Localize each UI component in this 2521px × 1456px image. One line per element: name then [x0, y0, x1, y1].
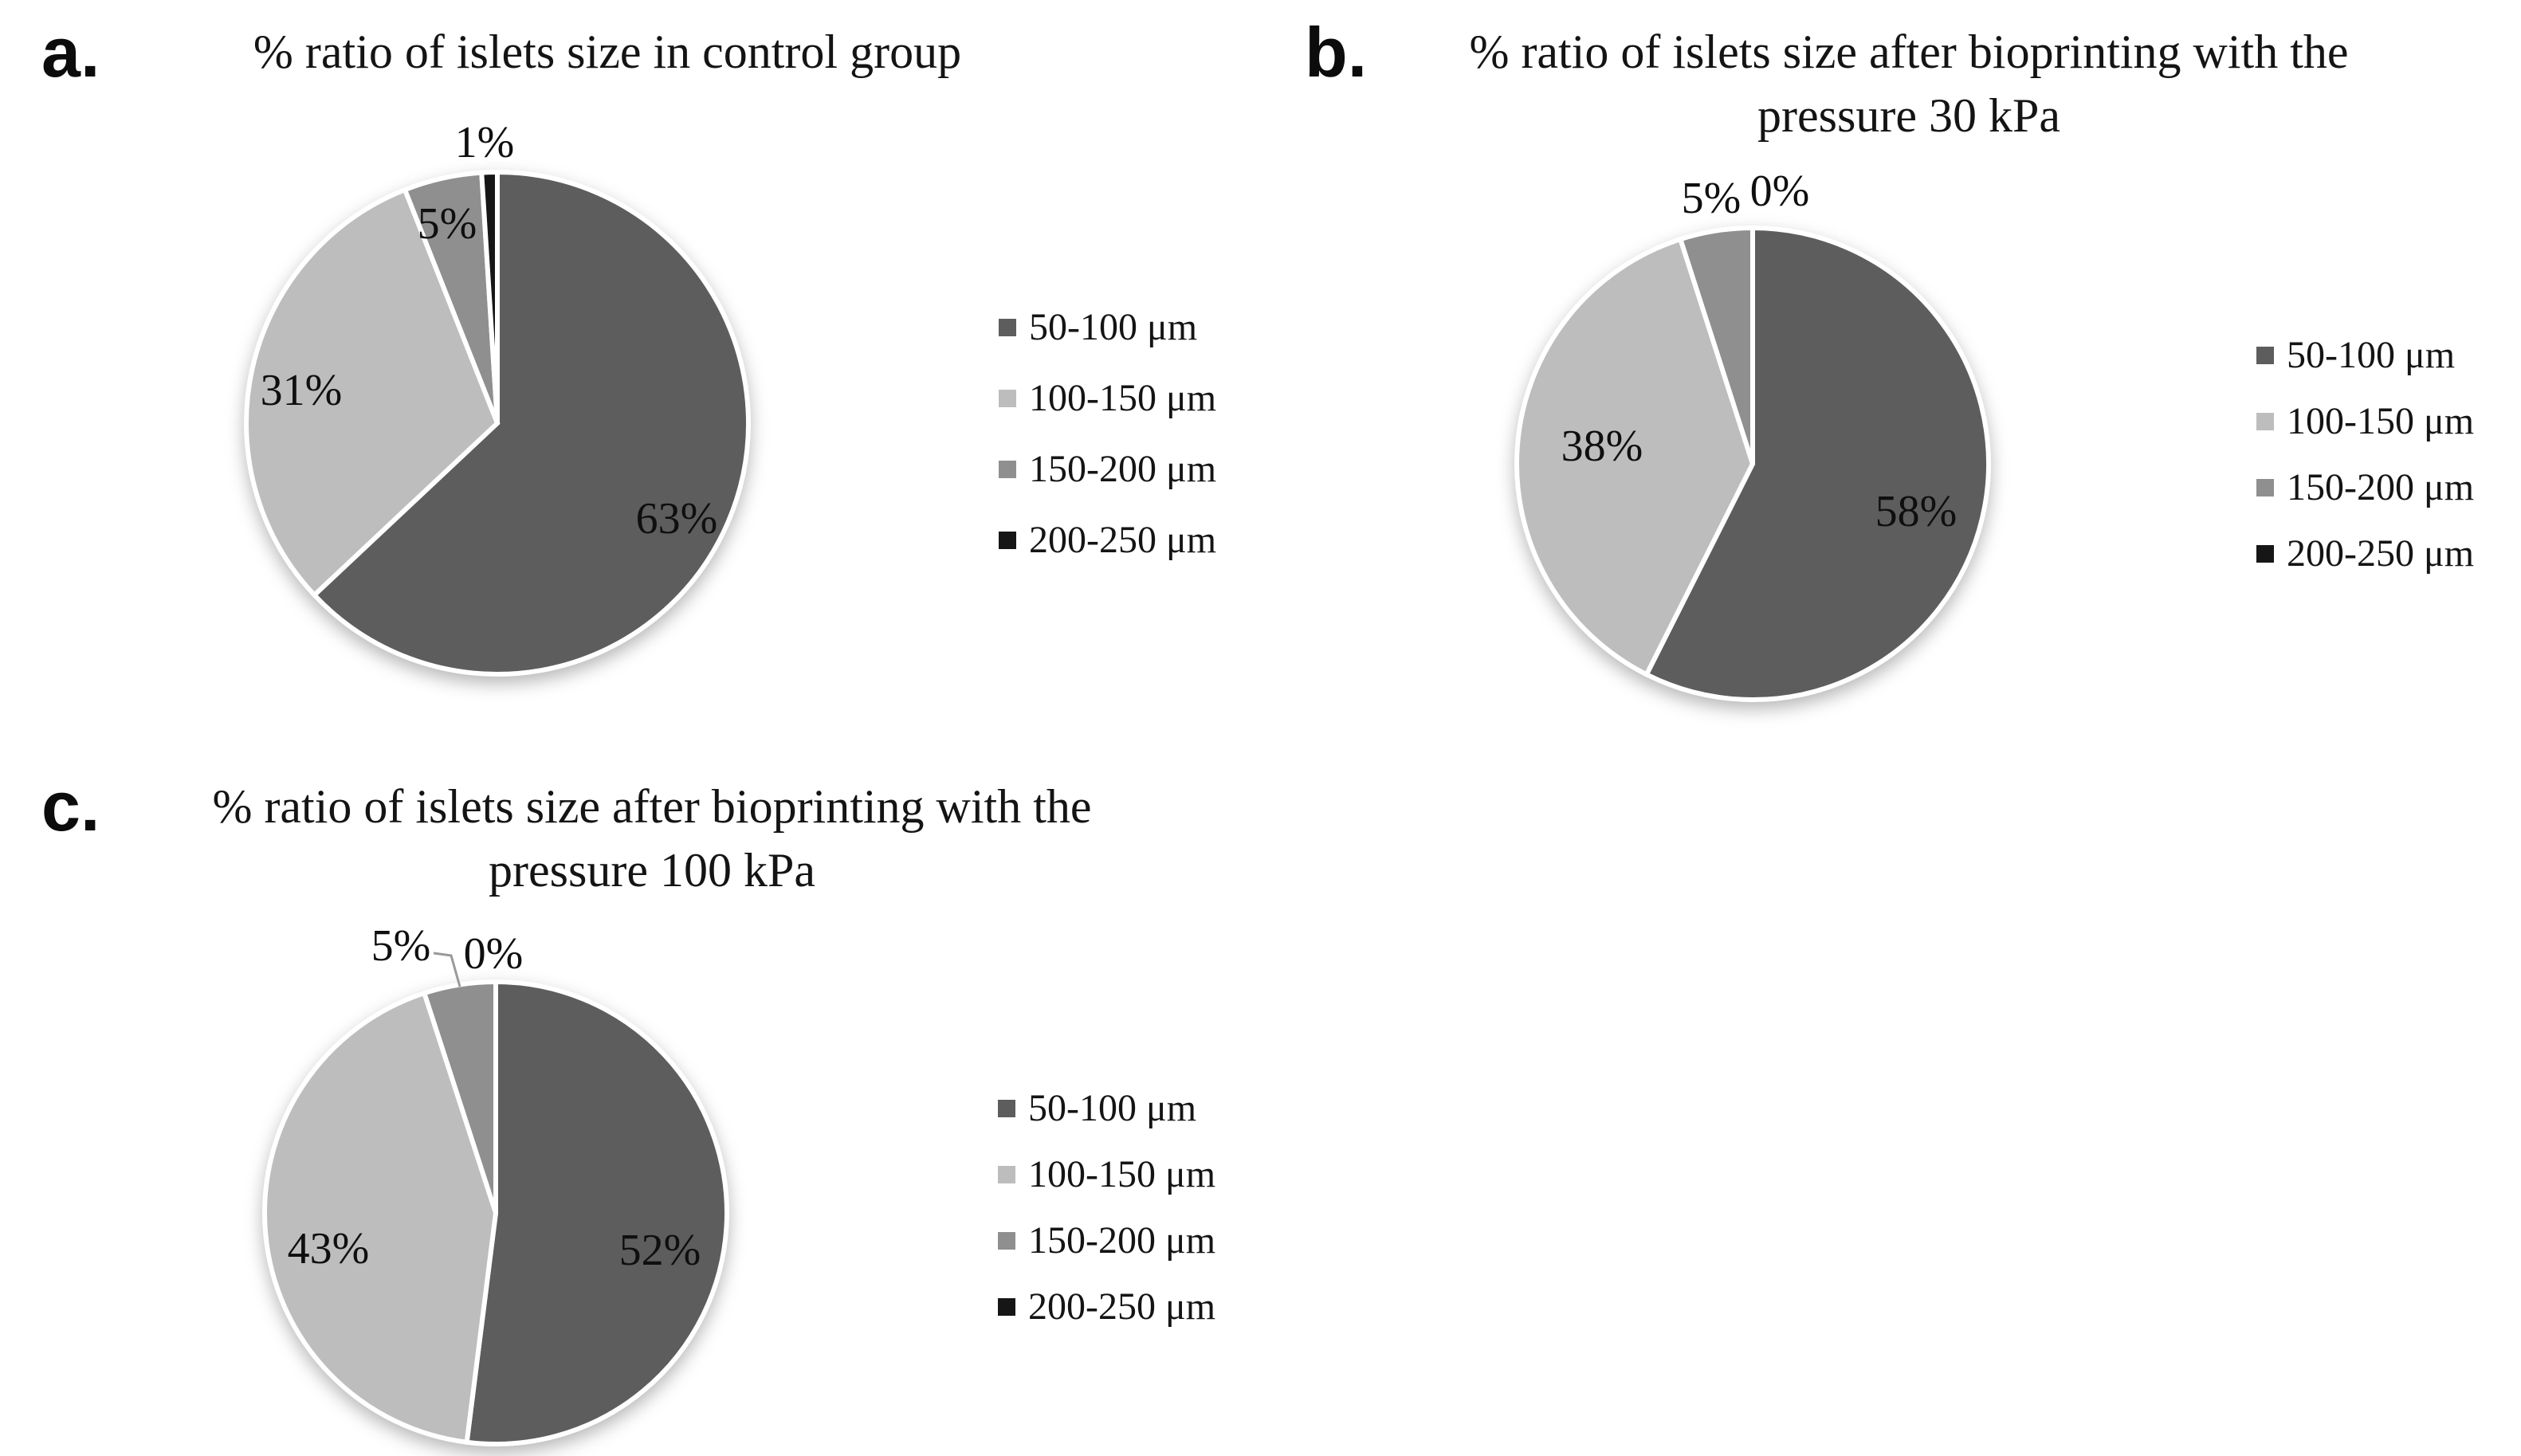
legend-marker-icon-b-2 [2256, 478, 2274, 496]
slice-label-b-100-150 μm: 38% [1561, 422, 1643, 471]
legend-marker-icon-a-0 [999, 318, 1016, 336]
legend-label-c-3: 200-250 μm [1028, 1285, 1216, 1328]
legend-marker-icon-a-3 [999, 531, 1016, 549]
pie-b-slice-100-150 μm [1514, 236, 1756, 678]
legend-marker-icon-c-0 [998, 1099, 1015, 1117]
pie-a [244, 169, 751, 677]
legend-label-a-1: 100-150 μm [1029, 376, 1217, 419]
slice-label-a-100-150 μm: 31% [260, 366, 343, 415]
legend-row-c-0: 50-100 μm [998, 1075, 1215, 1141]
pie-c-slice-50-100 μm [464, 979, 730, 1446]
legend-row-c-3: 200-250 μm [998, 1274, 1215, 1340]
legend-label-b-3: 200-250 μm [2287, 532, 2475, 575]
slice-label-a-200-250 μm: 1% [454, 118, 515, 167]
legend-c: 50-100 μm 100-150 μm 150-200 μm 200-250 μm [998, 1075, 1215, 1340]
slice-label-a-150-200 μm: 5% [417, 199, 477, 249]
legend-row-b-1: 100-150 μm [2256, 388, 2474, 454]
pie-b [1514, 225, 1991, 702]
legend-row-a-0: 50-100 μm [999, 292, 1216, 363]
pie-a-slice-100-150 μm [244, 186, 501, 598]
legend-label-a-0: 50-100 μm [1029, 305, 1198, 348]
chart-title-b-line1: % ratio of islets size after bioprinting… [1469, 26, 2349, 78]
legend-row-a-1: 100-150 μm [999, 363, 1216, 434]
chart-title-c-line1: % ratio of islets size after bioprinting… [212, 780, 1092, 833]
slice-label-c-50-100 μm: 52% [618, 1226, 701, 1275]
pie-b-slice-50-100 μm [1643, 225, 1991, 702]
legend-marker-icon-c-3 [998, 1297, 1015, 1316]
legend-row-c-1: 100-150 μm [998, 1141, 1215, 1207]
panel-letter-b: b. [1305, 13, 1368, 92]
pie-a-slice-50-100 μm [311, 169, 751, 677]
label-leader-line-c [433, 952, 461, 987]
legend-row-c-2: 150-200 μm [998, 1207, 1215, 1274]
legend-label-c-2: 150-200 μm [1028, 1219, 1216, 1262]
legend-row-b-0: 50-100 μm [2256, 322, 2474, 388]
pie-c [262, 979, 730, 1446]
legend-marker-icon-c-2 [998, 1231, 1015, 1250]
slice-label-c-150-200 μm: 5% [371, 921, 431, 971]
legend-label-c-0: 50-100 μm [1028, 1086, 1197, 1129]
legend-row-a-2: 150-200 μm [999, 434, 1216, 504]
legend-label-c-1: 100-150 μm [1028, 1152, 1216, 1195]
slice-label-b-200-250 μm: 0% [1749, 167, 1810, 216]
chart-title-c: % ratio of islets size after bioprinting… [212, 775, 1091, 902]
legend-b: 50-100 μm 100-150 μm 150-200 μm 200-250 μm [2256, 322, 2474, 587]
legend-row-b-3: 200-250 μm [2256, 520, 2474, 587]
legend-a: 50-100 μm 100-150 μm 150-200 μm 200-250 μm [999, 292, 1216, 575]
chart-title-a: % ratio of islets size in control group [253, 26, 962, 78]
legend-marker-icon-b-3 [2256, 544, 2274, 563]
legend-marker-icon-b-1 [2256, 412, 2274, 430]
chart-title-c-line2: pressure 100 kPa [489, 844, 815, 897]
legend-label-a-2: 150-200 μm [1029, 447, 1217, 490]
pie-b-slice-150-200 μm [1677, 225, 1755, 465]
legend-marker-icon-a-1 [999, 389, 1016, 407]
legend-label-b-1: 100-150 μm [2287, 399, 2475, 442]
chart-title-b: % ratio of islets size after bioprinting… [1469, 20, 2348, 147]
legend-label-b-2: 150-200 μm [2287, 465, 2475, 508]
pie-a-slice-200-250 μm [479, 169, 500, 424]
legend-row-b-2: 150-200 μm [2256, 454, 2474, 520]
legend-marker-icon-a-2 [999, 460, 1016, 478]
legend-label-b-0: 50-100 μm [2287, 333, 2456, 376]
slice-label-b-150-200 μm: 5% [1681, 174, 1742, 223]
slice-label-b-50-100 μm: 58% [1875, 487, 1958, 536]
chart-title-b-line2: pressure 30 kPa [1757, 89, 2060, 142]
legend-label-a-3: 200-250 μm [1029, 518, 1217, 561]
panel-letter-c: c. [41, 767, 100, 846]
legend-marker-icon-b-0 [2256, 346, 2274, 364]
pie-c-slice-100-150 μm [262, 990, 499, 1446]
legend-marker-icon-c-1 [998, 1165, 1015, 1183]
panel-letter-a: a. [41, 13, 100, 92]
slice-label-c-200-250 μm: 0% [463, 929, 524, 979]
slice-label-c-100-150 μm: 43% [287, 1224, 370, 1274]
slice-label-a-50-100 μm: 63% [635, 494, 718, 544]
legend-row-a-3: 200-250 μm [999, 504, 1216, 575]
